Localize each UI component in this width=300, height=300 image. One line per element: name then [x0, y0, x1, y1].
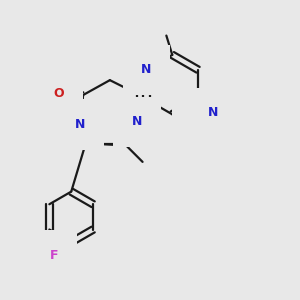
Text: N: N — [141, 63, 152, 76]
Text: O: O — [53, 87, 64, 100]
Text: N: N — [208, 106, 218, 119]
Text: F: F — [50, 249, 58, 262]
Text: C: C — [188, 107, 196, 117]
Text: N: N — [75, 118, 85, 131]
Text: N: N — [131, 115, 142, 128]
